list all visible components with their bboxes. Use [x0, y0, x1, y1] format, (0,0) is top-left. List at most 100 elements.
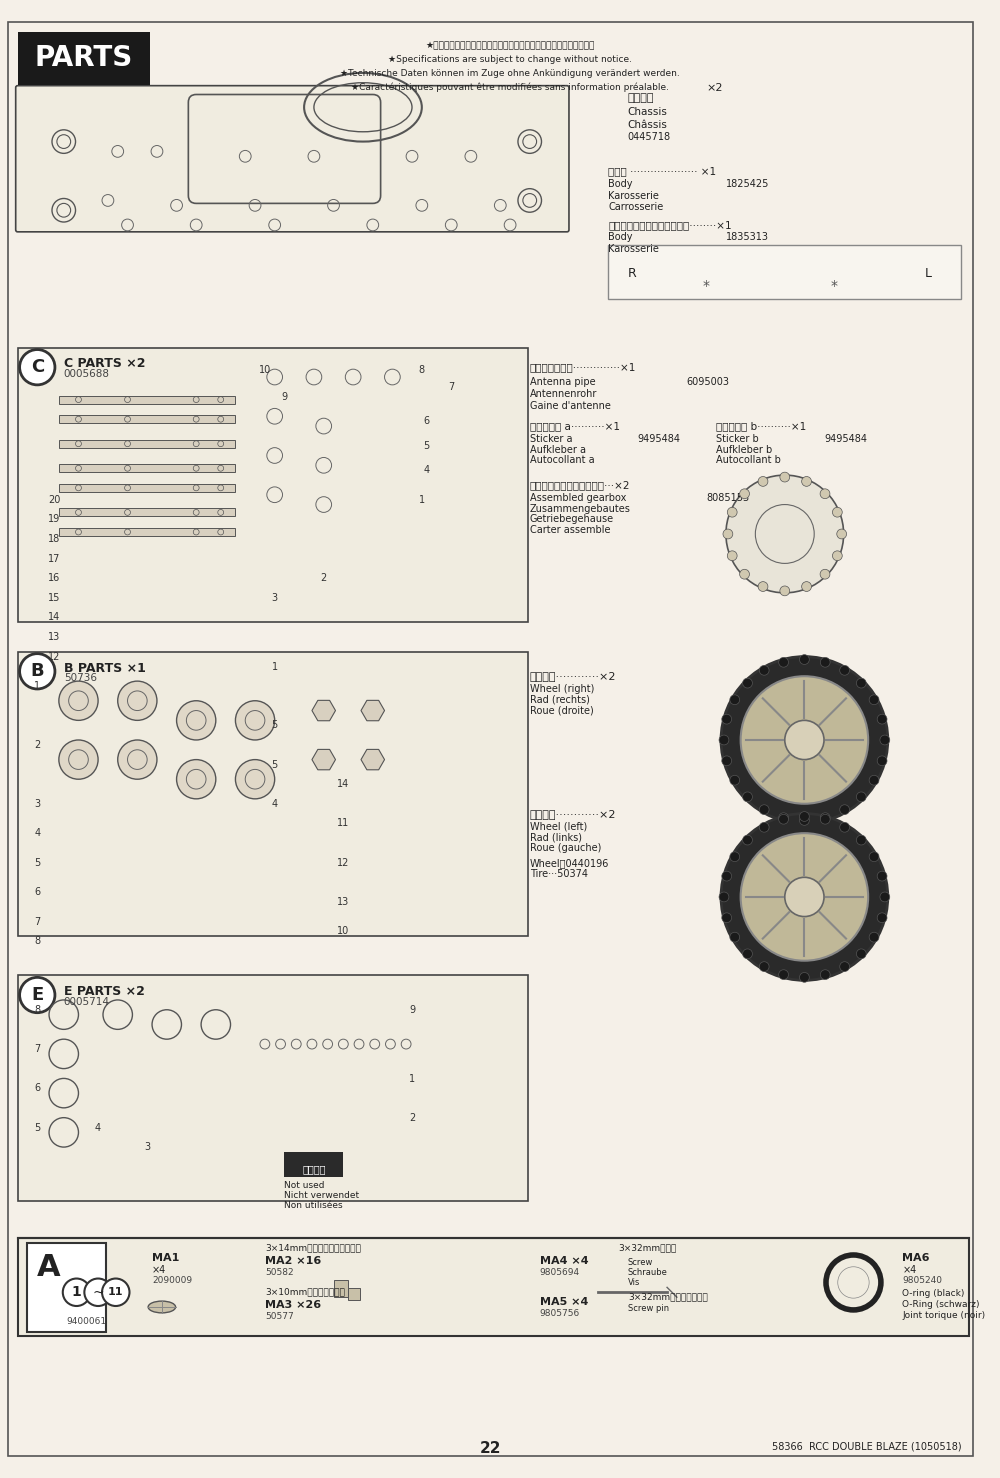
Circle shape	[877, 755, 887, 766]
Text: Body: Body	[608, 232, 633, 242]
Text: 4: 4	[34, 828, 40, 838]
Polygon shape	[361, 701, 385, 721]
Text: ×4: ×4	[902, 1265, 917, 1276]
Text: 11: 11	[337, 819, 349, 829]
Text: Assembled gearbox: Assembled gearbox	[530, 492, 626, 503]
Text: 19: 19	[48, 514, 60, 525]
Circle shape	[880, 735, 890, 745]
Ellipse shape	[148, 1301, 176, 1312]
Circle shape	[759, 804, 769, 814]
Text: 50736: 50736	[64, 674, 97, 683]
Circle shape	[820, 658, 830, 667]
Text: ×2: ×2	[706, 83, 723, 93]
Text: MA3 ×26: MA3 ×26	[265, 1301, 321, 1310]
Circle shape	[799, 655, 809, 665]
Circle shape	[758, 582, 768, 591]
Bar	[18, 347, 528, 622]
Text: 9805240: 9805240	[902, 1276, 942, 1284]
Circle shape	[799, 816, 809, 825]
Text: 3: 3	[34, 798, 40, 808]
Circle shape	[741, 834, 868, 961]
Text: 3: 3	[144, 1142, 150, 1153]
Text: Sticker b: Sticker b	[716, 435, 759, 443]
Text: 6: 6	[34, 887, 40, 897]
Text: 8: 8	[34, 936, 40, 946]
Text: E PARTS ×2: E PARTS ×2	[64, 986, 145, 998]
Text: MA1: MA1	[152, 1253, 179, 1264]
Text: MA6: MA6	[902, 1253, 930, 1264]
Bar	[27, 1243, 106, 1332]
Bar	[348, 1289, 360, 1301]
Text: Autocollant b: Autocollant b	[716, 455, 781, 466]
Text: 4: 4	[272, 798, 278, 808]
Circle shape	[235, 760, 275, 798]
Text: 1: 1	[34, 681, 40, 692]
Text: 7: 7	[448, 381, 454, 392]
Circle shape	[721, 656, 888, 823]
Text: ウイング、ゼッケンプレート········×1: ウイング、ゼッケンプレート········×1	[608, 220, 732, 231]
Circle shape	[743, 678, 752, 687]
Bar	[59, 396, 235, 403]
Text: 4: 4	[95, 1123, 101, 1132]
Text: Non utilisées: Non utilisées	[284, 1202, 343, 1210]
Text: Châssis: Châssis	[628, 120, 668, 130]
Text: MA4 ×4: MA4 ×4	[540, 1256, 588, 1267]
Circle shape	[20, 350, 55, 384]
Circle shape	[118, 681, 157, 720]
Text: 1: 1	[272, 662, 278, 671]
Circle shape	[856, 678, 866, 687]
Text: Gaine d'antenne: Gaine d'antenne	[530, 401, 611, 411]
Circle shape	[727, 551, 737, 560]
Text: 13: 13	[337, 897, 349, 907]
Text: 5: 5	[272, 760, 278, 770]
Text: 0005688: 0005688	[64, 370, 110, 380]
Circle shape	[727, 507, 737, 517]
Circle shape	[779, 658, 788, 667]
Text: 7: 7	[34, 1043, 40, 1054]
Circle shape	[59, 681, 98, 720]
Text: 58366  RCC DOUBLE BLAZE (1050518): 58366 RCC DOUBLE BLAZE (1050518)	[772, 1441, 961, 1451]
Circle shape	[869, 776, 879, 785]
Text: 3×10mmタッピングビス: 3×10mmタッピングビス	[265, 1287, 345, 1296]
Text: 6095003: 6095003	[687, 377, 730, 387]
Text: ×4: ×4	[152, 1265, 166, 1276]
Text: 1: 1	[72, 1286, 81, 1299]
Text: Wheel：0440196: Wheel：0440196	[530, 857, 609, 868]
Text: Karosserie: Karosserie	[608, 191, 659, 201]
Text: Screw pin: Screw pin	[628, 1304, 669, 1312]
Text: Sticker a: Sticker a	[530, 435, 572, 443]
Text: R: R	[628, 268, 637, 281]
Text: 2: 2	[321, 573, 327, 584]
Text: O-Ring (schwarz): O-Ring (schwarz)	[902, 1301, 980, 1310]
Circle shape	[840, 804, 850, 814]
Text: ★Specifications are subject to change without notice.: ★Specifications are subject to change wi…	[388, 55, 632, 64]
Circle shape	[719, 735, 729, 745]
Text: ~: ~	[92, 1286, 104, 1299]
Circle shape	[838, 1267, 869, 1298]
Text: *: *	[703, 279, 710, 293]
Circle shape	[779, 814, 788, 825]
Text: L: L	[925, 268, 932, 281]
Circle shape	[743, 792, 752, 801]
Text: 14: 14	[337, 779, 349, 789]
Text: ステッカー a··········×1: ステッカー a··········×1	[530, 421, 620, 432]
Circle shape	[722, 755, 732, 766]
Text: 11: 11	[108, 1287, 124, 1298]
Circle shape	[719, 893, 729, 902]
Text: 2: 2	[409, 1113, 415, 1123]
Text: Karosserie: Karosserie	[608, 244, 659, 254]
Text: E: E	[31, 986, 43, 1004]
Text: 0005714: 0005714	[64, 998, 110, 1007]
Circle shape	[84, 1278, 112, 1307]
Circle shape	[743, 835, 752, 845]
Bar	[334, 1280, 348, 1298]
Circle shape	[740, 489, 749, 498]
Circle shape	[840, 962, 850, 971]
Text: 13: 13	[48, 633, 60, 641]
Text: 2: 2	[34, 740, 40, 749]
Text: B: B	[30, 662, 44, 680]
Text: 0445718: 0445718	[628, 132, 671, 142]
Text: 2090009: 2090009	[152, 1276, 192, 1284]
Circle shape	[856, 949, 866, 959]
Circle shape	[723, 529, 733, 539]
